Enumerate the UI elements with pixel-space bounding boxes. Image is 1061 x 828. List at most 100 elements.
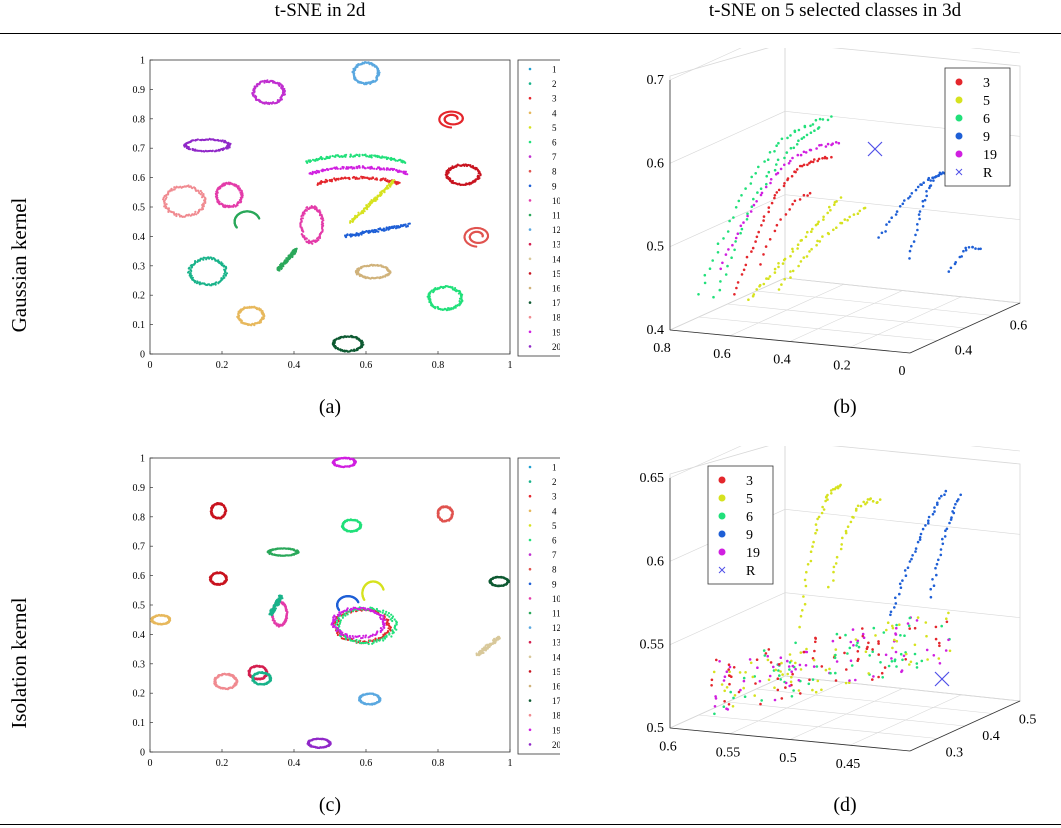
plot-a-point: [315, 172, 318, 175]
plot-b-point-19: [746, 214, 749, 218]
plot-b-point-3: [811, 160, 815, 164]
plot-c-point: [351, 635, 354, 638]
plot-b-point-6: [739, 231, 742, 235]
plot-a-point: [202, 256, 205, 259]
plot-b-point-5: [789, 276, 792, 279]
plot-b-point-19: [796, 153, 800, 157]
plot-a-point: [393, 225, 396, 228]
plot-b-point-19: [789, 159, 792, 163]
plot-b-point-6: [722, 237, 725, 240]
plot-b-legend-label-5: 5: [983, 94, 990, 109]
plot-a-point: [374, 155, 377, 158]
plot-b-point-9: [921, 199, 925, 203]
plot-a-legend-marker-6: [528, 140, 532, 144]
plot-a-point: [258, 307, 261, 310]
plot-a-legend-marker-14: [528, 257, 532, 261]
plot-a-point: [335, 166, 338, 169]
plot-a-point: [317, 171, 321, 174]
plot-b-point-6: [750, 175, 753, 179]
plot-c-point: [355, 638, 358, 642]
plot-a-point: [322, 224, 325, 227]
plot-a-point: [386, 184, 389, 187]
plot-a-legend-marker-1: [528, 67, 532, 71]
plot-b-point-5: [816, 222, 819, 226]
plot-b-point-9: [912, 240, 916, 243]
plot-b-point-5: [783, 257, 787, 261]
plot-b-floor-grid: [756, 290, 993, 316]
plot-a-legend-label-1: 1: [552, 65, 557, 75]
plot-a-point: [200, 191, 203, 194]
plot-b-point-19: [721, 261, 724, 265]
column-header-3d: t-SNE on 5 selected classes in 3d: [708, 0, 962, 21]
plot-b-point-9: [901, 202, 905, 206]
plot-b-xtick-label: 0.6: [713, 347, 731, 362]
plot-a-legend-label-8: 8: [552, 167, 557, 177]
plot-b-ztick-label: 0.6: [647, 156, 665, 171]
plot-a-cluster-20: [183, 137, 232, 153]
plot-a-point: [324, 178, 327, 181]
plot-a-point: [352, 166, 355, 169]
plot-c-point: [332, 625, 335, 629]
plot-c-point: [375, 640, 378, 643]
plot-c-point: [346, 613, 349, 616]
plot-b-point-19: [783, 163, 786, 167]
plot-a-point: [324, 169, 327, 172]
plot-a-point: [375, 177, 378, 180]
plot-c-point: [390, 613, 393, 616]
plot-a-legend-label-6: 6: [552, 138, 557, 148]
plot-b-point-19: [791, 156, 794, 160]
plot-a-legend-marker-12: [528, 228, 532, 231]
plot-c-cluster-9: [336, 595, 360, 612]
plot-a-point: [360, 343, 363, 346]
plot-a-point: [370, 154, 373, 157]
plot-c-ytick-label: 0.1: [133, 718, 146, 729]
plot-a-point: [341, 155, 344, 158]
plot-c-ytick-label: 0.2: [133, 689, 146, 700]
plot-b-point-6: [785, 151, 789, 154]
plot-a-point: [190, 269, 193, 273]
plot-b-point-5: [840, 221, 844, 225]
plot-c-point: [338, 617, 341, 620]
plot-c-point: [376, 609, 379, 612]
plot-a-legend-label-13: 13: [552, 240, 560, 250]
plot-c-ytick-label: 0.7: [133, 542, 146, 553]
plot-c-point: [375, 607, 378, 611]
plot-b-legend-marker-3: [955, 78, 963, 86]
plot-a-point: [203, 196, 206, 199]
plot-a-point: [311, 170, 314, 173]
plot-b-point-3: [770, 201, 774, 205]
plot-b-xtick-label: 0.8: [653, 341, 671, 356]
plot-a-point: [307, 207, 310, 210]
plot-c-point: [381, 637, 384, 640]
plot-b-point-19: [752, 203, 756, 207]
plot-a-legend-marker-3: [528, 96, 532, 100]
plot-a-point: [376, 194, 380, 197]
plot-c-cluster-2: [268, 594, 284, 617]
plot-a-point: [196, 260, 199, 263]
plot-a-point: [391, 181, 394, 184]
plot-a-point: [367, 205, 370, 208]
plot-a-point: [406, 224, 409, 227]
plot-a-xtick-label: 1: [508, 360, 513, 371]
plot-b-point-19: [799, 153, 803, 157]
plot-c-point: [335, 619, 339, 622]
plot-b-point-5: [773, 267, 777, 271]
plot-b-legend-label-19: 19: [983, 148, 997, 163]
plot-a-ytick-label: 1: [140, 56, 145, 67]
plot-a-point: [227, 141, 230, 144]
plot-a-point: [198, 191, 201, 195]
plot-b-point-3: [751, 246, 755, 250]
plot-b-point-5: [818, 240, 822, 243]
plot-c-point: [349, 609, 352, 612]
plot-b-point-6: [740, 227, 744, 231]
plot-c-point: [334, 615, 337, 618]
plot-c-point: [332, 616, 335, 619]
plot-b-point-3: [775, 223, 779, 227]
plot-b-point-5: [800, 238, 803, 242]
plot-a-point: [324, 157, 327, 160]
plot-a-cluster-6: [305, 153, 407, 164]
plot-b-point-9: [880, 231, 884, 235]
caption-a: (a): [318, 396, 342, 418]
plot-b-xtick-label: 0.4: [773, 353, 791, 368]
plot-b-point-3: [773, 196, 776, 200]
